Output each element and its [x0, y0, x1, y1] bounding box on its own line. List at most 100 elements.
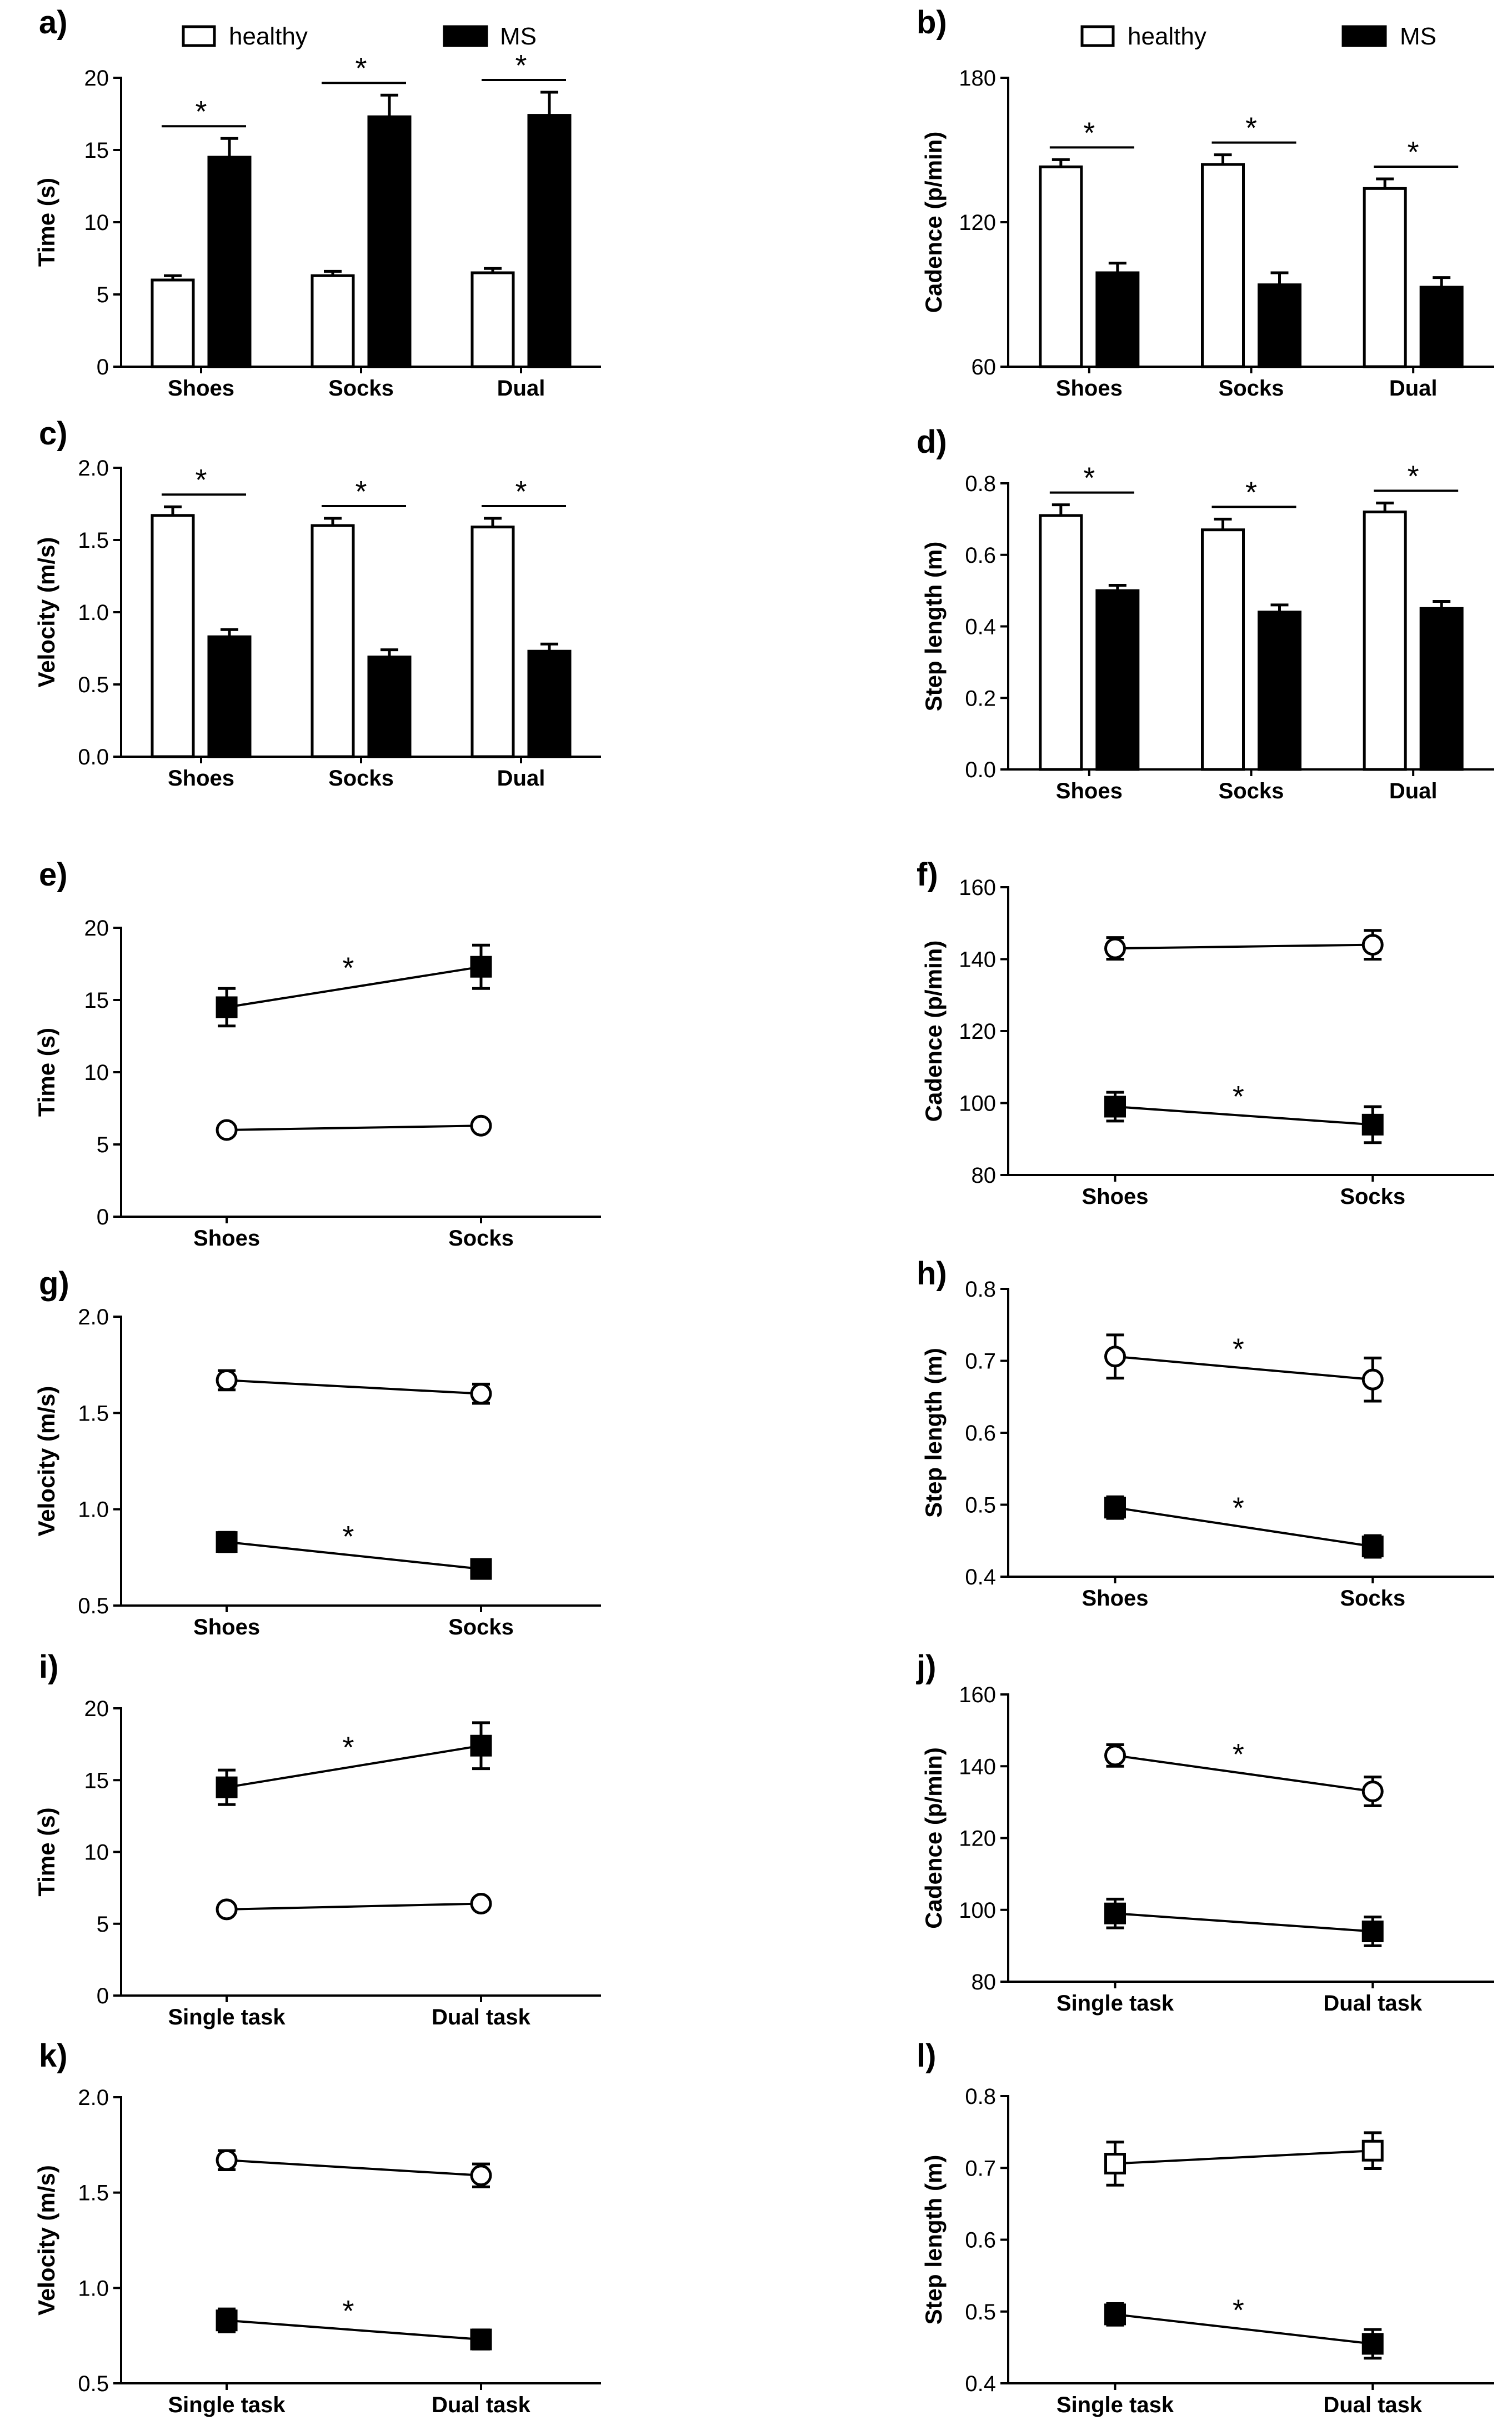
y-axis-label: Velocity (m/s) [33, 537, 59, 688]
y-tick-label: 120 [959, 211, 996, 235]
significance-star: * [343, 2294, 354, 2328]
series-line-ms [1115, 1506, 1373, 1548]
data-point-healthy-socks [470, 1383, 492, 1405]
series-healthy [216, 1114, 492, 1141]
category-label-shoes: Shoes [1056, 779, 1123, 803]
panel-label: l) [917, 2038, 936, 2074]
chart-panel-g: g) 0.5 1.0 1.5 2.0 Velocity (m/s) Shoes Socks * [33, 1266, 601, 1639]
y-tick-label: 0.5 [78, 2372, 109, 2396]
y-tick-label: 0.8 [965, 2084, 996, 2109]
legend-ms-swatch [1341, 25, 1387, 47]
y-tick-label: 15 [84, 138, 109, 163]
y-tick-label: 10 [84, 211, 109, 235]
data-point-ms-single-task [216, 1776, 238, 1798]
y-tick-label: 20 [84, 916, 109, 941]
legend-ms-swatch [443, 25, 488, 47]
series-line-healthy [1115, 943, 1373, 950]
data-point-ms-socks [470, 956, 492, 978]
chart-panel-f: f) 80 100 120 140 160 Cadence (p/min) Shoes Sock… [917, 857, 1494, 1209]
y-tick-label: 120 [959, 1827, 996, 1851]
panel-label: c) [39, 416, 68, 452]
panel-label: j) [916, 1649, 936, 1685]
legend-left: healthy MS [182, 23, 537, 50]
data-point-ms-single-task [1104, 1902, 1126, 1924]
series-line-ms [1115, 1912, 1373, 1933]
series-healthy [1104, 1743, 1384, 1807]
category-label-socks: Socks [448, 1226, 514, 1251]
category-label-socks: Socks [328, 376, 394, 401]
data-point-ms-dual-task [470, 2328, 492, 2351]
y-tick-label: 0.5 [78, 673, 109, 697]
y-tick-label: 5 [97, 1133, 109, 1157]
panel-label: d) [917, 424, 947, 460]
data-point-ms-shoes [1104, 1096, 1126, 1118]
data-point-healthy-socks [1361, 934, 1384, 956]
y-tick-label: 10 [84, 1061, 109, 1085]
bar-ms-dual [1419, 286, 1464, 368]
category-label-single-task: Single task [1057, 1991, 1174, 2016]
y-tick-label: 0.0 [965, 758, 996, 782]
significance-star: * [1245, 112, 1257, 145]
legend-healthy-label: healthy [229, 23, 308, 50]
significance-star: * [1233, 2293, 1244, 2327]
y-tick-label: 2.0 [78, 456, 109, 481]
y-tick-label: 5 [97, 283, 109, 307]
significance-star: * [355, 475, 367, 508]
bar-healthy-socks [311, 524, 355, 758]
significance-star: * [343, 1731, 354, 1764]
significance-star: * [1233, 1080, 1244, 1113]
y-tick-label: 15 [84, 1768, 109, 1793]
category-label-shoes: Shoes [168, 376, 234, 401]
data-point-ms-single-task [216, 2309, 238, 2332]
series-ms [1104, 1091, 1384, 1144]
data-point-ms-socks [1361, 1536, 1384, 1558]
panel-label: i) [39, 1649, 58, 1685]
y-tick-label: 20 [84, 1697, 109, 1721]
category-label-shoes: Shoes [1056, 376, 1123, 401]
significance-star: * [515, 475, 527, 508]
series-line-healthy [226, 2159, 482, 2177]
significance-star: * [515, 49, 527, 82]
panel-label: h) [917, 1256, 947, 1292]
y-axis-label: Velocity (m/s) [33, 1386, 59, 1537]
y-tick-label: 0.0 [78, 745, 109, 769]
legend-healthy-swatch [1080, 25, 1115, 47]
chart-panel-c: c) 0.0 0.5 1.0 1.5 2.0 Velocity (m/s) Shoes * Soc… [33, 416, 601, 791]
bar-ms-shoes [1095, 271, 1140, 368]
legend-ms-label: MS [1400, 23, 1436, 50]
y-axis-label: Step length (m) [920, 1348, 947, 1518]
panel-label: k) [39, 2038, 68, 2074]
series-ms [1104, 1897, 1384, 1947]
y-axis-label: Time (s) [33, 1807, 59, 1896]
significance-star: * [1083, 116, 1095, 149]
y-tick-label: 180 [959, 66, 996, 91]
category-label-single-task: Single task [1057, 2393, 1174, 2417]
y-tick-label: 0.8 [965, 472, 996, 496]
bar-ms-dual [527, 649, 572, 758]
y-tick-label: 0.4 [965, 1565, 996, 1589]
category-label-dual-task: Dual task [432, 2005, 531, 2029]
significance-star: * [1408, 136, 1419, 169]
bar-healthy-dual [1363, 187, 1407, 368]
bar-healthy-dual [470, 526, 515, 758]
data-point-healthy-single-task [216, 2149, 238, 2171]
series-line-ms [226, 1541, 482, 1571]
y-axis-label: Cadence (p/min) [920, 1747, 947, 1929]
data-point-healthy-dual-task [470, 1893, 492, 1915]
y-tick-label: 0.7 [965, 1349, 996, 1374]
y-axis-label: Time (s) [33, 1028, 59, 1117]
bar-healthy-shoes [151, 278, 195, 368]
significance-star: * [195, 95, 207, 128]
series-line-healthy [226, 1379, 482, 1395]
category-label-dual: Dual [497, 376, 545, 401]
data-point-healthy-shoes [1104, 937, 1126, 959]
series-line-healthy [227, 1902, 482, 1911]
y-tick-label: 60 [972, 355, 997, 379]
category-label-dual-task: Dual task [1323, 2393, 1423, 2417]
y-tick-label: 100 [959, 1898, 996, 1923]
y-tick-label: 1.0 [78, 1498, 109, 1522]
y-axis-label: Cadence (p/min) [920, 132, 947, 313]
y-tick-label: 0.4 [965, 2372, 996, 2396]
category-label-dual: Dual [1389, 376, 1438, 401]
